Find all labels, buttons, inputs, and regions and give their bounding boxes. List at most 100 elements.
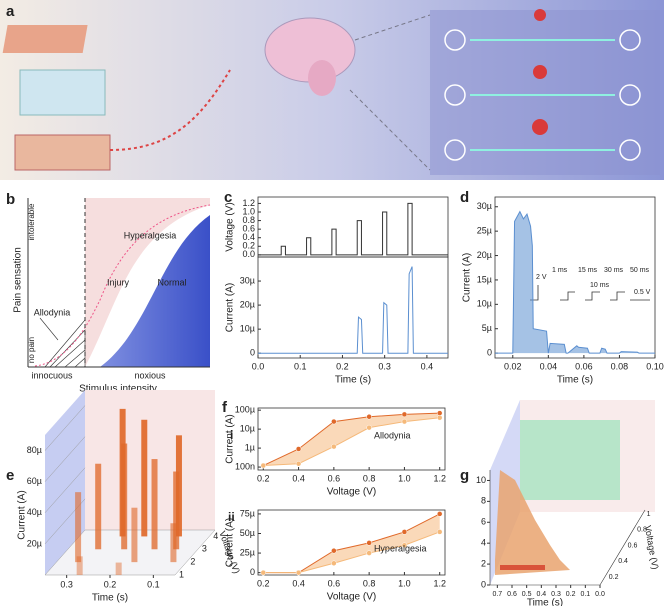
- b-x-left: innocuous: [31, 370, 73, 380]
- x-tick-label: 0.2: [336, 361, 349, 371]
- annotation: Allodynia: [374, 430, 411, 440]
- y-tick-label: 1.2: [242, 198, 255, 208]
- x-tick-label: 0.1: [580, 591, 590, 598]
- panel-letter: b: [6, 191, 15, 208]
- panel-letter: e: [6, 467, 14, 484]
- y-tick-label: 30µ: [240, 275, 255, 285]
- inset-label: 15 ms: [578, 267, 598, 274]
- region-label: Injury: [107, 277, 130, 287]
- b-y-top: intolerable: [27, 203, 36, 240]
- panel-letter: f: [222, 399, 228, 416]
- point: [331, 547, 337, 554]
- z-tick-label: 2: [190, 557, 195, 567]
- x-axis-label: Time (s): [527, 598, 563, 606]
- line: [258, 202, 448, 256]
- wall: [45, 390, 85, 575]
- wall: [85, 390, 215, 530]
- x-tick-label: 0.3: [60, 579, 73, 589]
- plot-frame: [257, 407, 446, 471]
- y-tick-label: 20µ: [240, 299, 255, 309]
- line: [263, 531, 440, 574]
- y-tick-label: 10: [476, 475, 486, 485]
- y-tick-label: 0.6: [242, 224, 255, 234]
- y-axis-label: Current (A): [225, 283, 236, 332]
- bar: [151, 459, 158, 550]
- bar: [131, 507, 138, 563]
- x-tick-label: 0.10: [646, 361, 664, 371]
- y-axis-label: Current (A): [17, 490, 28, 539]
- y-tick-label: 0: [487, 347, 492, 357]
- x-tick-label: 0.3: [551, 591, 561, 598]
- inset-label: 2 V: [536, 274, 547, 281]
- subpanel-letter: ii: [228, 510, 235, 524]
- x-tick-label: 0.8: [363, 473, 376, 483]
- x-tick-label: 0.02: [504, 361, 522, 371]
- line: [258, 266, 448, 354]
- b-y-bottom: no pain: [27, 337, 36, 363]
- x-axis-label: Time (s): [92, 593, 128, 604]
- x-tick-label: 0.4: [536, 591, 546, 598]
- x-tick-label: 0.0: [595, 591, 605, 598]
- y-axis-label: Current (A): [225, 518, 236, 567]
- x-axis-label: Time (s): [335, 375, 371, 386]
- panel-letter: d: [460, 189, 469, 206]
- y-tick-label: 0: [250, 348, 255, 358]
- panel-b-diagram: [27, 198, 211, 368]
- x-tick-label: 0.3: [378, 361, 391, 371]
- line: [263, 412, 440, 467]
- plot-frame: [257, 196, 449, 258]
- x-tick-label: 0.06: [575, 361, 593, 371]
- point: [366, 424, 372, 431]
- point: [436, 511, 443, 517]
- point: [401, 418, 408, 425]
- point: [436, 410, 443, 416]
- point: [401, 542, 408, 548]
- x-tick-label: 0.6: [328, 578, 341, 588]
- bar: [170, 523, 177, 563]
- point: [295, 569, 302, 576]
- y-tick-label: 80µ: [27, 445, 42, 455]
- x-tick-label: 0.4: [292, 578, 305, 588]
- y-tick-label: 20µ: [477, 250, 492, 260]
- region-label: Allodynia: [34, 307, 71, 317]
- x-tick-label: 0.2: [257, 578, 270, 588]
- y-tick-label: 0: [250, 567, 255, 577]
- region-label: Hyperalgesia: [124, 230, 177, 240]
- point: [436, 529, 443, 535]
- plot-frame: [257, 509, 446, 576]
- line: [495, 210, 655, 354]
- x-axis-label: Voltage (V): [327, 487, 376, 498]
- panel-letter: c: [224, 189, 232, 206]
- z-tick-label: 0.6: [628, 542, 638, 549]
- bar: [121, 443, 128, 550]
- inset-label: 10 ms: [590, 282, 610, 289]
- x-tick-label: 0.4: [292, 473, 305, 483]
- z-tick-label: 3: [202, 544, 207, 554]
- y-tick-label: 0.8: [242, 215, 255, 225]
- bar: [76, 556, 83, 575]
- x-tick-label: 0.6: [328, 473, 341, 483]
- x-tick-label: 0.5: [522, 591, 532, 598]
- point: [331, 560, 337, 567]
- y-tick-label: 10µ: [477, 299, 492, 309]
- band-fill: [263, 413, 440, 466]
- y-tick: [44, 436, 86, 482]
- y-tick-label: 15µ: [477, 274, 492, 284]
- b-x-label: Stimulus intensity: [79, 384, 157, 395]
- y-tick-label: 25µ: [240, 547, 255, 557]
- x-tick-label: 1.2: [433, 578, 446, 588]
- y-tick-label: 1µ: [245, 442, 255, 452]
- pulse-inset: [530, 285, 650, 301]
- panel-letter: a: [6, 3, 15, 20]
- inset-label: 1 ms: [552, 267, 568, 274]
- area: [495, 211, 655, 354]
- x-tick-label: 0.0: [252, 361, 265, 371]
- y-tick-label: 10µ: [240, 424, 255, 434]
- region-label: Normal: [157, 277, 186, 287]
- x-axis-label: Time (s): [557, 375, 593, 386]
- y-tick-label: 60µ: [27, 476, 42, 486]
- y-tick-label: 1.0: [242, 206, 255, 216]
- inset-label: 0.5 V: [634, 289, 651, 296]
- line: [263, 417, 440, 467]
